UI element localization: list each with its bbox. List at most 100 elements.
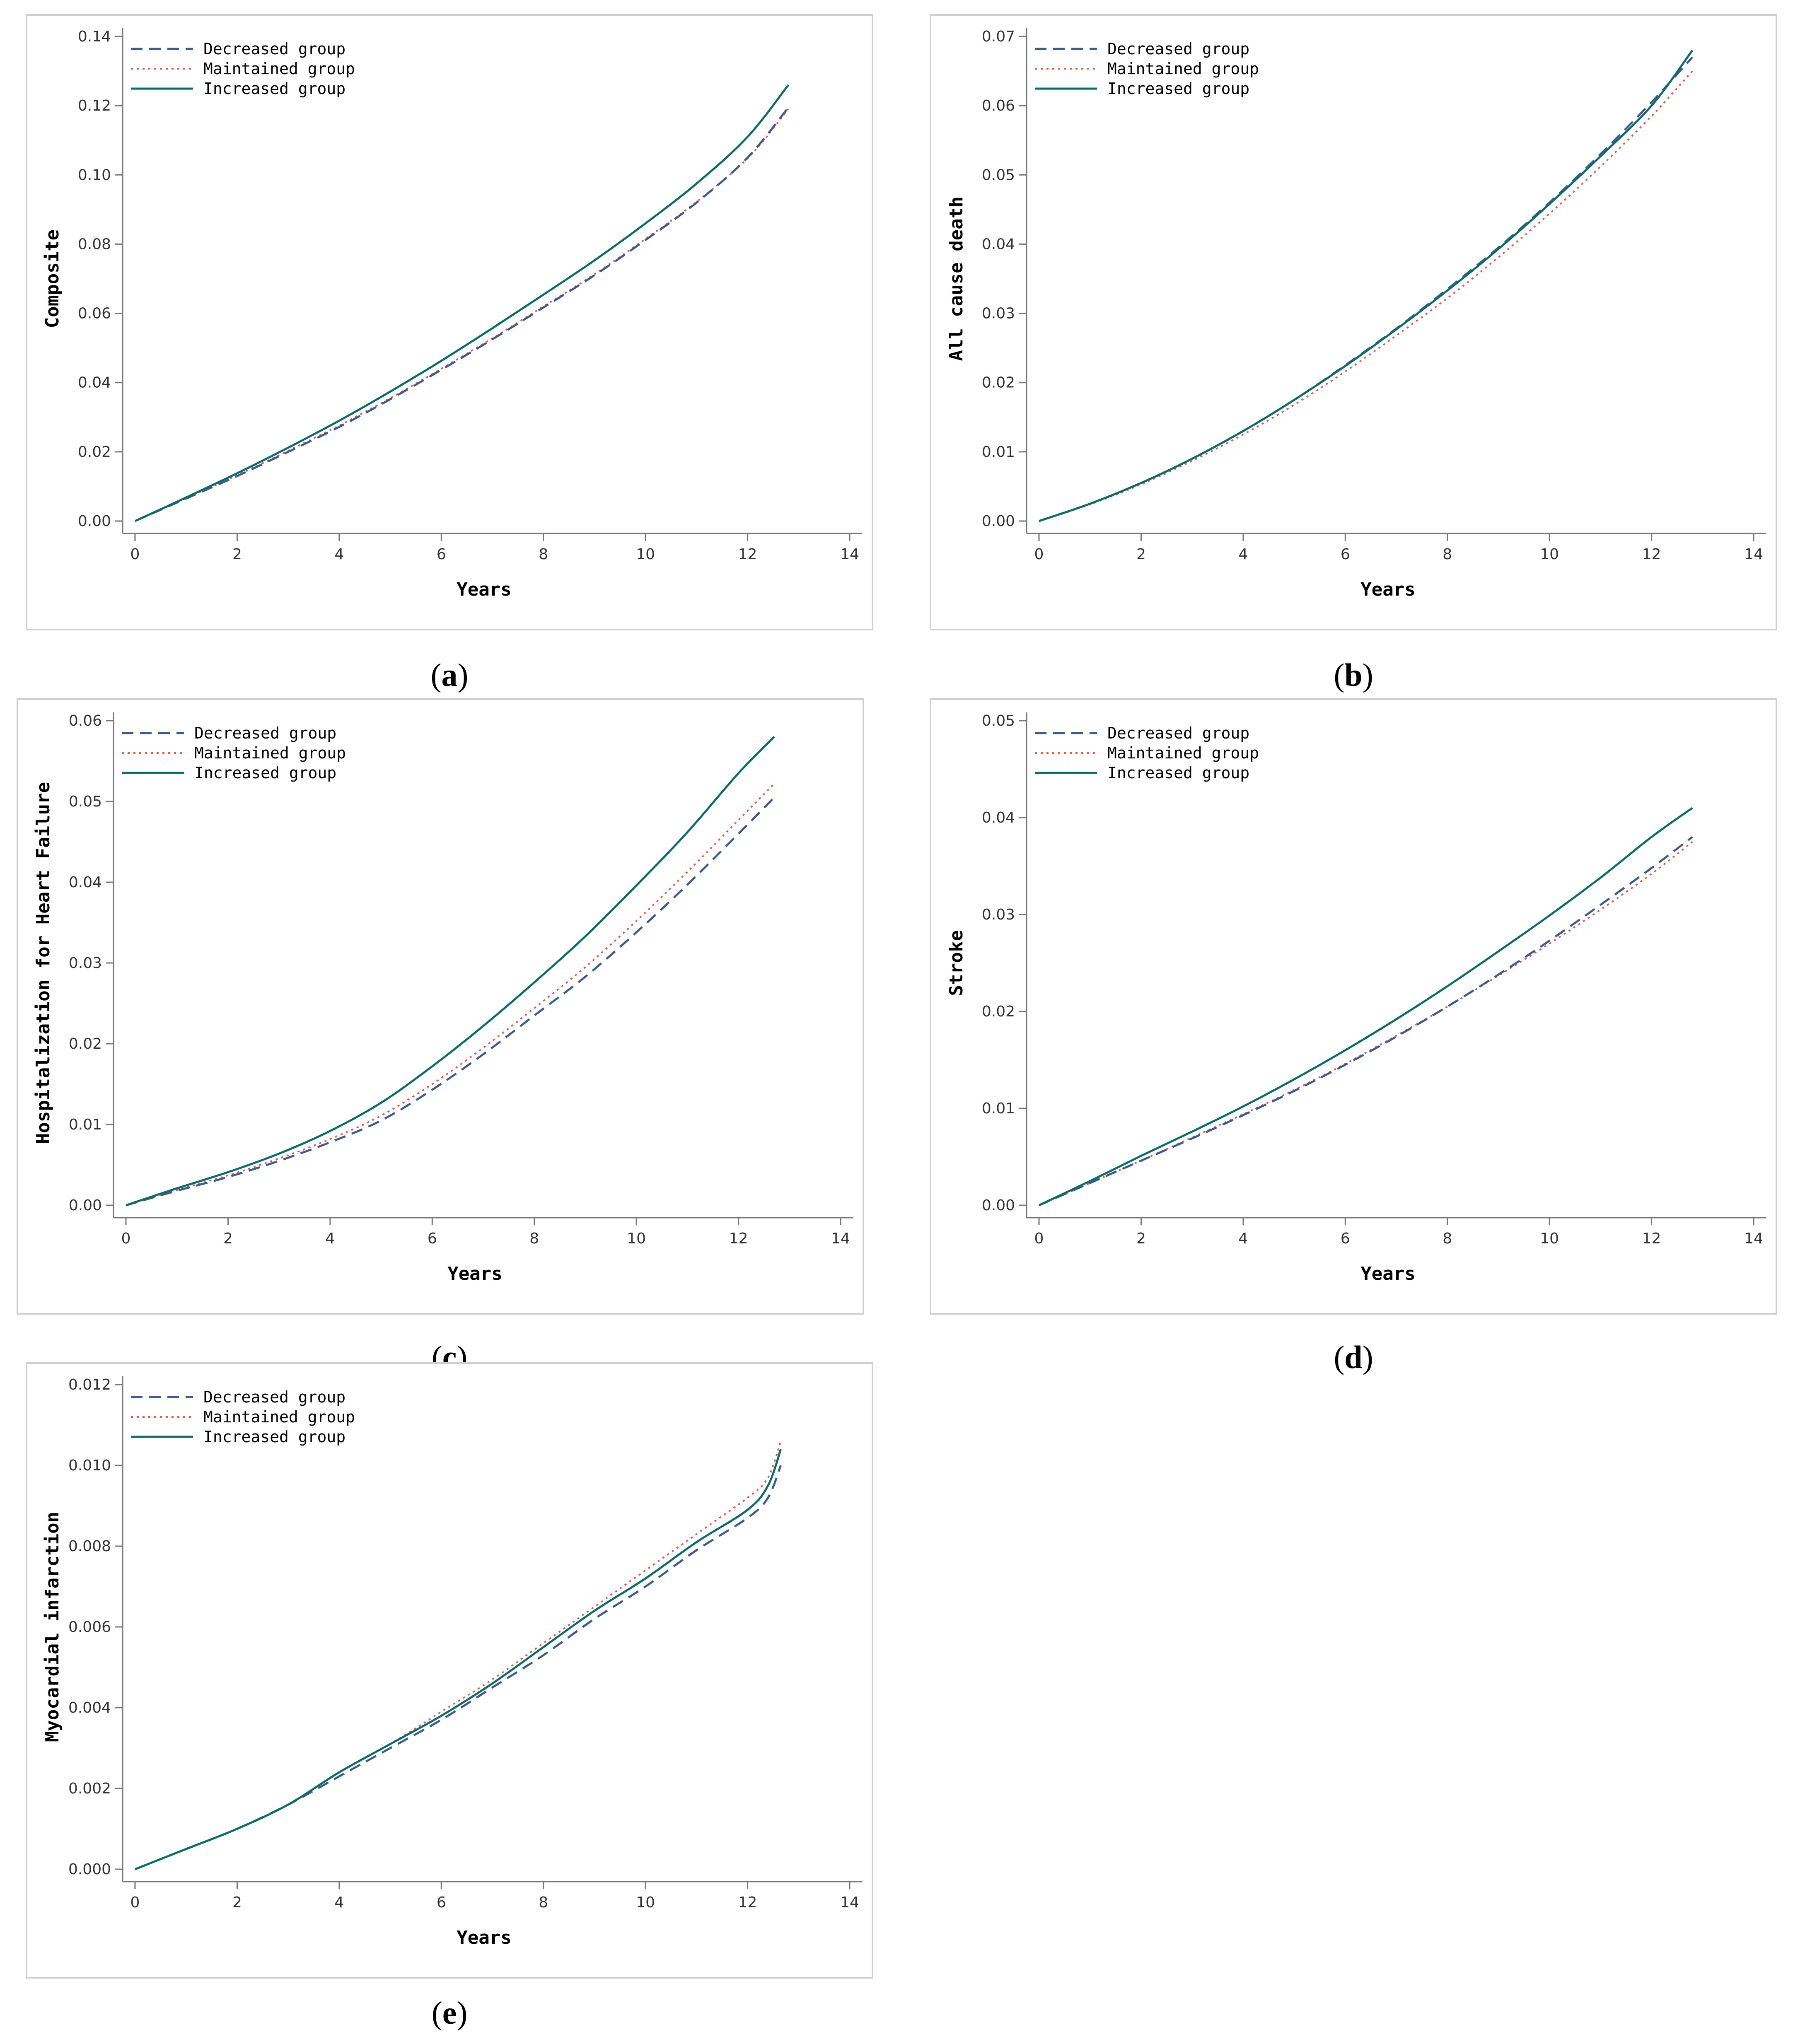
y-tick-label: 0.00 [69,1197,102,1214]
y-tick-label: 0.14 [78,28,111,45]
x-tick-label: 10 [627,1230,646,1247]
x-tick-label: 8 [539,546,548,563]
y-tick-label: 0.12 [78,97,111,114]
x-tick-label: 14 [1744,1230,1763,1247]
y-tick-label: 0.03 [982,305,1015,322]
legend-label-increased: Increased group [1107,80,1249,98]
x-tick-label: 10 [1540,546,1559,563]
x-tick-label: 4 [334,1894,344,1911]
x-tick-label: 2 [232,546,242,563]
y-axis-title: Composite [42,229,63,328]
y-axis-title: Stroke [946,930,967,996]
y-axis-title: Myocardial infarction [42,1512,63,1742]
y-tick-label: 0.07 [982,28,1015,45]
x-tick-label: 4 [1238,1230,1248,1247]
x-tick-label: 8 [529,1230,539,1247]
legend-label-decreased: Decreased group [203,40,346,58]
series-line-decreased [1038,836,1693,1207]
chart-svg-e: 0 2 4 6 8 10 12 14 0.000 0.002 0.004 0.006 0.008 0.01… [42,1376,862,1948]
caption-e: (e) [431,1995,468,2031]
x-tick-label: 6 [437,546,446,563]
legend-label-maintained: Maintained group [194,744,346,762]
y-tick-label: 0.000 [68,1861,111,1878]
series-line-increased [135,1449,782,1870]
y-tick-label: 0.06 [78,305,111,322]
y-tick-label: 0.01 [982,444,1015,461]
x-tick-label: 0 [130,1894,140,1911]
legend-label-decreased: Decreased group [203,1388,346,1406]
chart-svg-a: 0 2 4 6 8 10 12 14 0.00 0.02 0.04 0.06 0.08 0.10 0.12 0… [42,28,862,600]
x-tick-label: 0 [130,546,140,563]
y-tick-label: 0.02 [982,374,1015,391]
caption-a: (a) [430,657,469,693]
series-line-decreased [134,106,790,522]
series-line-maintained [1039,841,1693,1206]
x-tick-label: 4 [1238,546,1248,563]
series-line-maintained [126,783,775,1206]
x-tick-label: 6 [1341,546,1350,563]
x-tick-label: 6 [428,1230,437,1247]
x-tick-label: 14 [1744,546,1763,563]
x-tick-label: 12 [738,546,757,563]
caption-b: (b) [1334,657,1373,693]
x-tick-label: 10 [636,1894,655,1911]
x-axis-title: Years [1360,579,1415,600]
x-tick-label: 0 [121,1230,131,1247]
legend-label-decreased: Decreased group [1107,724,1249,742]
x-tick-label: 8 [1443,1230,1452,1247]
y-tick-label: 0.010 [68,1457,111,1474]
series-line-maintained [1039,70,1693,522]
chart-panel-c: 0 2 4 6 8 10 12 14 0.00 0.01 0.02 0.03 0.04 0.05 0.06 Y… [17,698,864,1315]
x-tick-label: 14 [840,1894,859,1911]
x-tick-label: 6 [1341,1230,1350,1247]
x-tick-label: 14 [840,546,859,563]
x-axis-title: Years [1360,1263,1415,1284]
x-axis-title: Years [447,1263,502,1284]
y-tick-label: 0.04 [78,374,111,391]
x-tick-label: 8 [539,1894,548,1911]
chart-svg-d: 0 2 4 6 8 10 12 14 0.00 0.01 0.02 0.03 0.04 0.05 Years… [946,712,1766,1284]
series-line-maintained [135,1441,782,1870]
x-tick-label: 2 [1136,1230,1146,1247]
x-tick-label: 12 [738,1894,757,1911]
x-tick-label: 2 [232,1894,242,1911]
x-tick-label: 4 [325,1230,335,1247]
y-tick-label: 0.10 [78,167,111,183]
legend-label-maintained: Maintained group [203,1408,355,1426]
series-line-increased [1038,807,1693,1207]
y-tick-label: 0.02 [982,1003,1015,1020]
legend-label-maintained: Maintained group [203,60,355,78]
legend-label-decreased: Decreased group [194,724,336,742]
chart-svg-c: 0 2 4 6 8 10 12 14 0.00 0.01 0.02 0.03 0.04 0.05 0.06 Y… [33,712,853,1284]
legend-label-increased: Increased group [1107,764,1249,782]
legend-label-decreased: Decreased group [1107,40,1249,58]
y-tick-label: 0.01 [69,1116,102,1133]
y-tick-label: 0.00 [982,513,1015,530]
y-tick-label: 0.05 [69,793,102,810]
x-tick-label: 10 [1540,1230,1559,1247]
y-tick-label: 0.04 [982,236,1015,253]
x-tick-label: 0 [1034,1230,1044,1247]
y-tick-label: 0.006 [68,1619,111,1636]
y-tick-label: 0.05 [982,167,1015,183]
y-tick-label: 0.06 [982,97,1015,114]
x-tick-label: 12 [1642,1230,1661,1247]
y-tick-label: 0.004 [68,1699,111,1716]
x-tick-label: 12 [729,1230,748,1247]
series-line-increased [126,736,775,1207]
y-tick-label: 0.05 [982,712,1015,729]
y-tick-label: 0.08 [78,236,111,253]
series-line-maintained [135,109,789,522]
x-tick-label: 10 [636,546,655,563]
y-tick-label: 0.008 [68,1538,111,1555]
legend-label-maintained: Maintained group [1107,744,1259,762]
x-tick-label: 0 [1034,546,1044,563]
y-tick-label: 0.00 [78,513,111,530]
y-tick-label: 0.02 [69,1035,102,1052]
x-axis-title: Years [457,1927,511,1948]
x-tick-label: 8 [1443,546,1452,563]
series-line-decreased [126,796,775,1207]
series-line-increased [134,84,790,522]
y-tick-label: 0.06 [69,712,102,729]
series-line-decreased [1039,56,1693,522]
